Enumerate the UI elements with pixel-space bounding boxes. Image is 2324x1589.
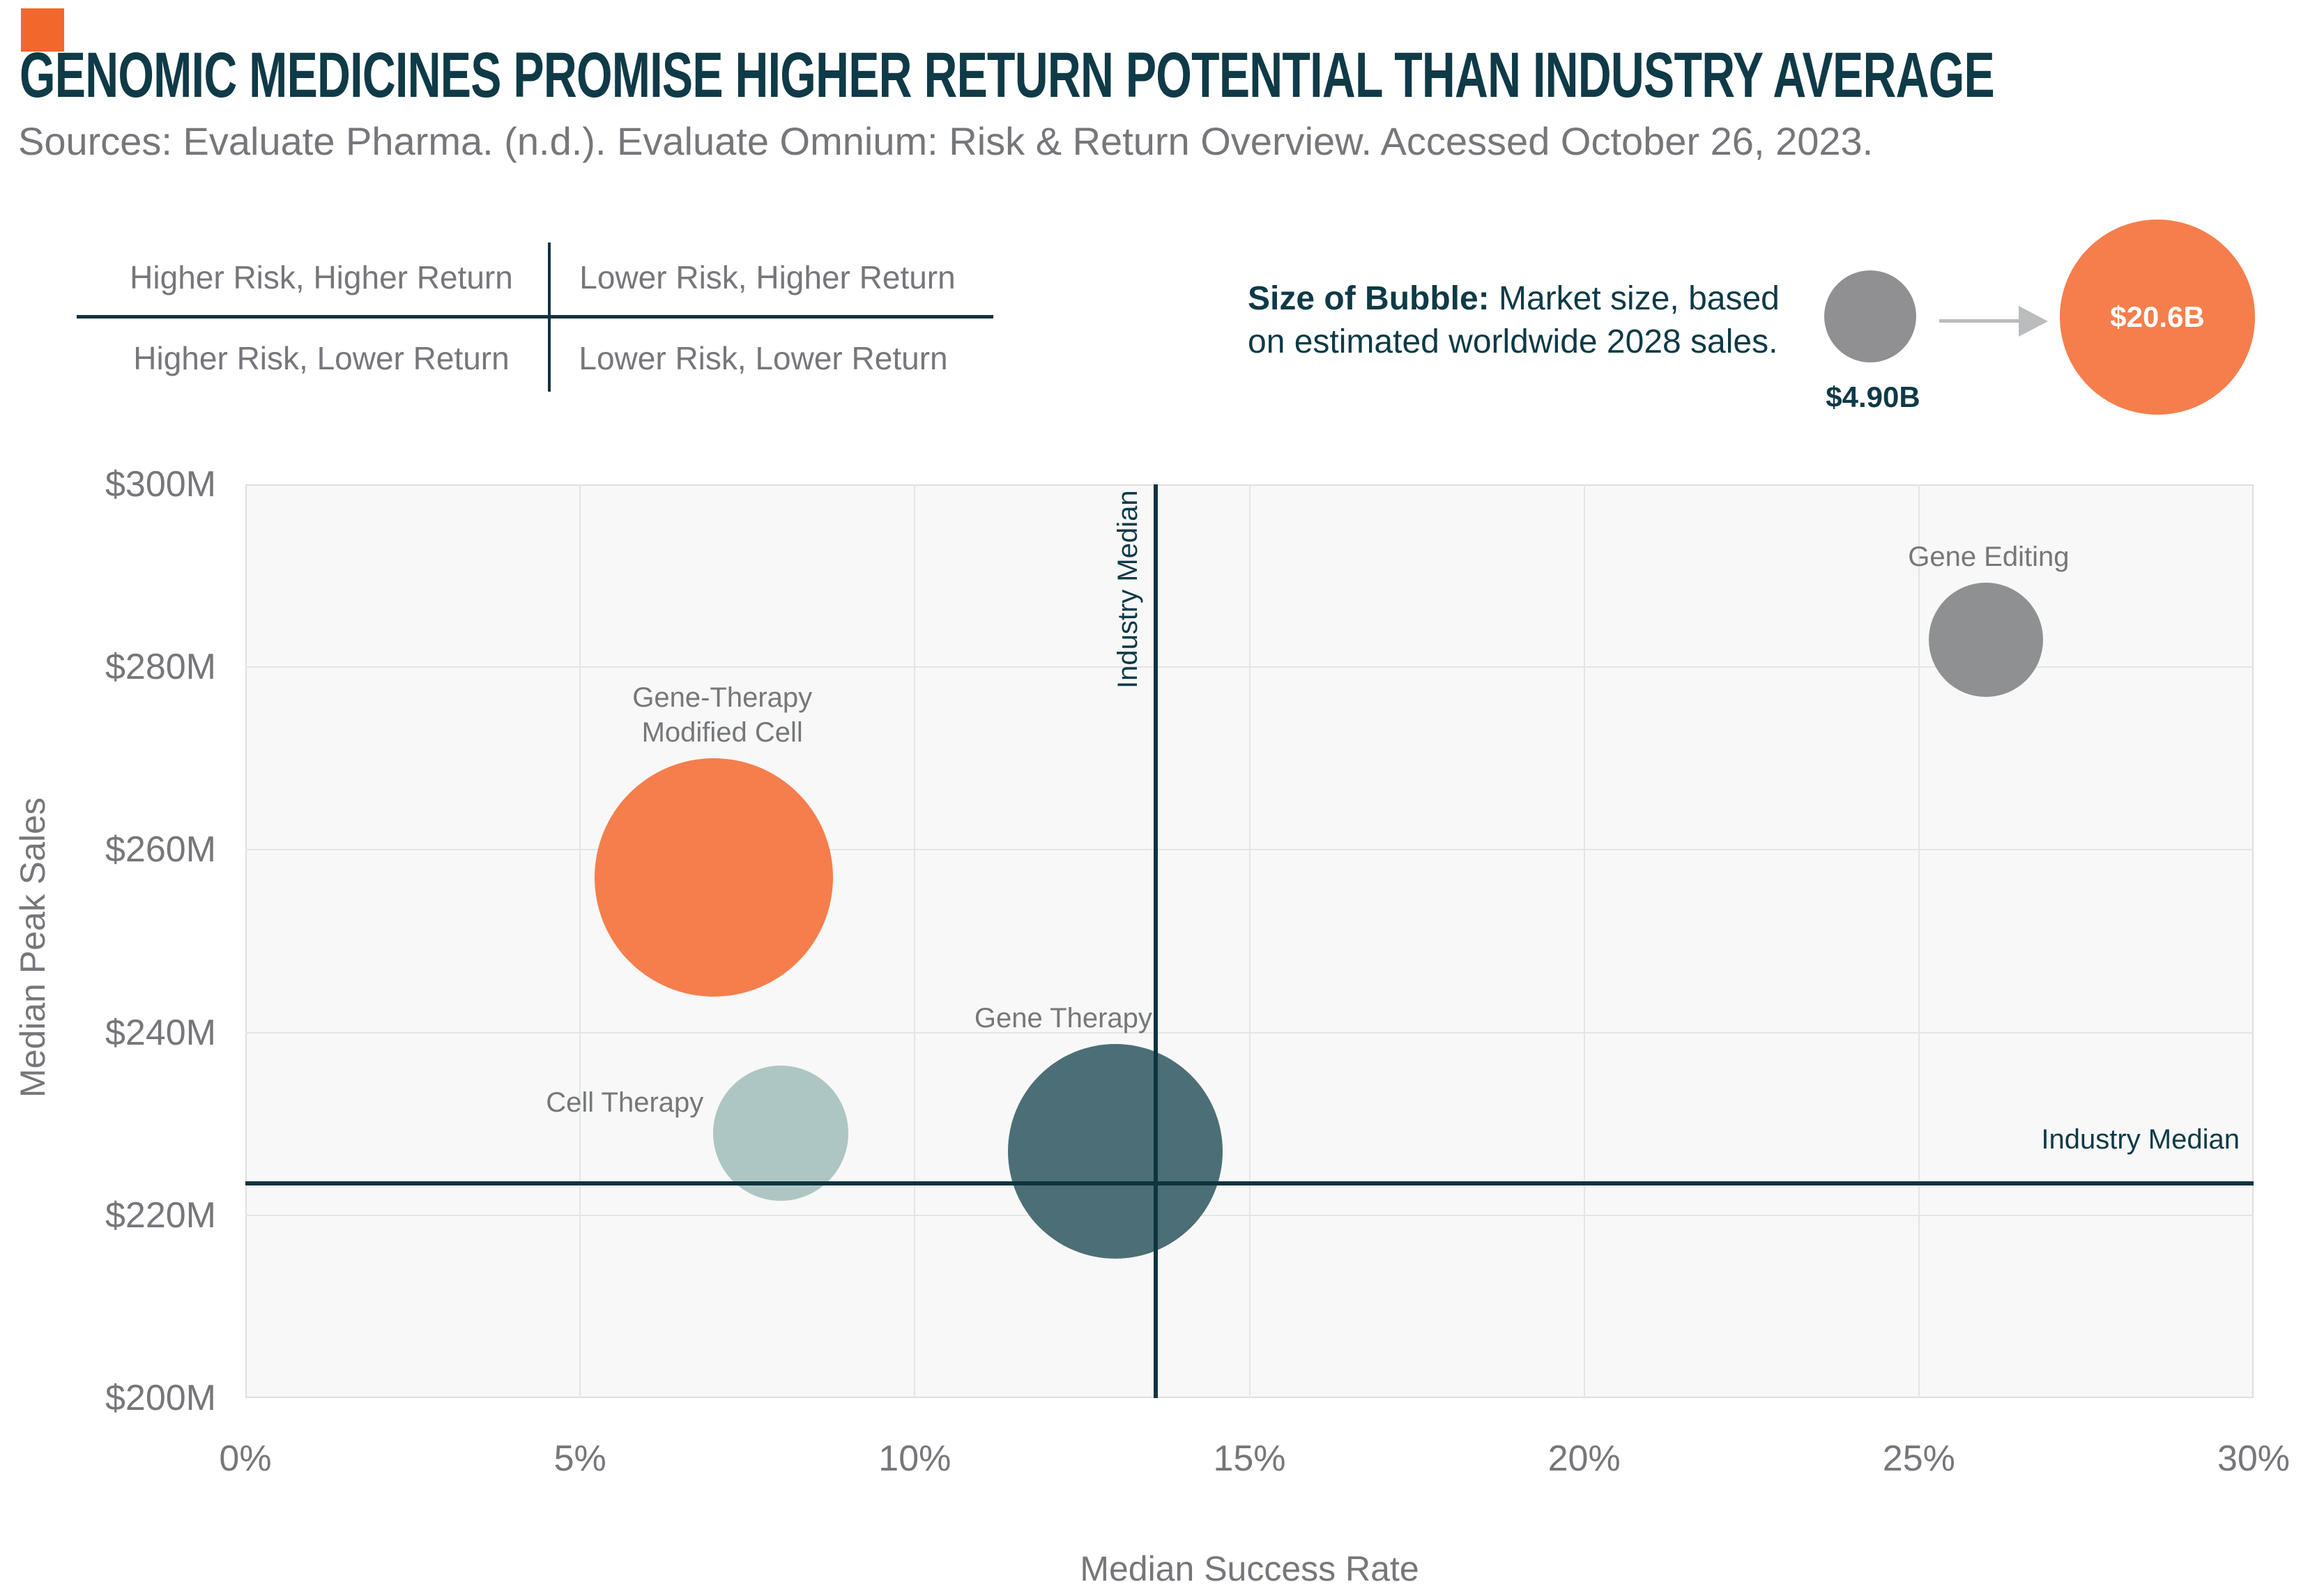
bubble-label-gene-editing: Gene Editing	[1710, 539, 2268, 574]
bubble-size-legend-bold: Size of Bubble:	[1248, 280, 1490, 317]
bubble-gene-therapy	[1008, 1044, 1223, 1259]
industry-median-hline-label: Industry Median	[2041, 1123, 2240, 1155]
bubble-label-gene-therapy-line: Gene Therapy	[974, 1003, 1152, 1034]
x-axis-title: Median Success Rate	[1080, 1549, 1419, 1588]
x-tick-label: 15%	[1213, 1438, 1286, 1479]
x-gridline	[1583, 484, 1585, 1398]
x-tick-label: 10%	[878, 1438, 951, 1479]
bubble-label-gene-therapy-modified-cell-line: Gene-Therapy	[632, 682, 813, 713]
industry-median-hline	[245, 1181, 2254, 1185]
x-tick-label: 25%	[1882, 1438, 1955, 1479]
x-tick-label: 5%	[553, 1438, 606, 1479]
y-gridline	[245, 1031, 2254, 1034]
y-tick-label: $300M	[105, 464, 216, 505]
y-gridline	[245, 666, 2254, 668]
y-tick-label: $280M	[105, 647, 216, 688]
bubble-label-gene-therapy-modified-cell-line: Modified Cell	[641, 716, 803, 748]
legend-arrow-icon	[2019, 306, 2048, 337]
bubble-gene-editing	[1928, 582, 2043, 697]
bubble-label-cell-therapy: Cell Therapy	[546, 1087, 704, 1118]
quadrant-legend: Higher Risk, Higher Return Lower Risk, H…	[77, 237, 993, 397]
bubble-size-legend-line2: on estimated worldwide 2028 sales.	[1248, 323, 1778, 360]
x-gridline	[1918, 484, 1920, 1398]
quadrant-label-higher-risk-lower-return: Higher Risk, Lower Return	[133, 340, 510, 376]
y-tick-label: $240M	[105, 1012, 216, 1053]
legend-small-bubble	[1824, 270, 1916, 362]
quadrant-vertical-divider	[548, 243, 551, 392]
quadrant-horizontal-divider	[77, 315, 993, 318]
x-gridline	[914, 484, 916, 1398]
bubble-size-legend-text: Size of Bubble: Market size, based on es…	[1248, 277, 1780, 364]
legend-large-bubble-value: $20.6B	[2110, 300, 2205, 333]
x-tick-label: 0%	[219, 1438, 272, 1479]
quadrant-label-higher-risk-higher-return: Higher Risk, Higher Return	[130, 259, 513, 295]
bubble-gene-therapy-modified-cell	[595, 758, 834, 997]
x-gridline	[1248, 484, 1251, 1398]
accent-square	[21, 8, 64, 52]
y-gridline	[245, 849, 2254, 851]
y-tick-label: $220M	[105, 1195, 216, 1236]
source-line: Sources: Evaluate Pharma. (n.d.). Evalua…	[18, 119, 1874, 163]
x-tick-label: 20%	[1547, 1438, 1621, 1479]
bubble-size-legend-line1-rest: Market size, based	[1489, 280, 1780, 317]
legend-small-bubble-value: $4.90B	[1826, 381, 1920, 413]
x-tick-label: 30%	[2217, 1438, 2291, 1479]
bubble-label-gene-editing-line: Gene Editing	[1908, 541, 2070, 572]
bubble-cell-therapy	[713, 1065, 849, 1201]
y-gridline	[245, 1214, 2254, 1216]
y-tick-label: $260M	[105, 829, 216, 870]
industry-median-vline	[1154, 484, 1159, 1398]
y-tick-label: $200M	[105, 1378, 216, 1418]
quadrant-label-lower-risk-lower-return: Lower Risk, Lower Return	[579, 340, 948, 376]
industry-median-vline-label: Industry Median	[1113, 490, 1144, 689]
legend-large-bubble: $20.6B	[2060, 220, 2255, 415]
x-gridline	[579, 484, 581, 1398]
y-axis-title: Median Peak Sales	[13, 797, 52, 1098]
quadrant-label-lower-risk-higher-return: Lower Risk, Higher Return	[579, 259, 956, 295]
legend-arrow-shaft	[1939, 319, 2021, 323]
bubble-size-legend-line1: Size of Bubble: Market size, based	[1248, 277, 1780, 321]
page-title: GENOMIC MEDICINES PROMISE HIGHER RETURN …	[20, 40, 1995, 111]
bubble-label-gene-therapy-modified-cell: Gene-Therapy Modified Cell	[443, 680, 1001, 750]
bubble-label-gene-therapy: Gene Therapy	[784, 1001, 1342, 1036]
